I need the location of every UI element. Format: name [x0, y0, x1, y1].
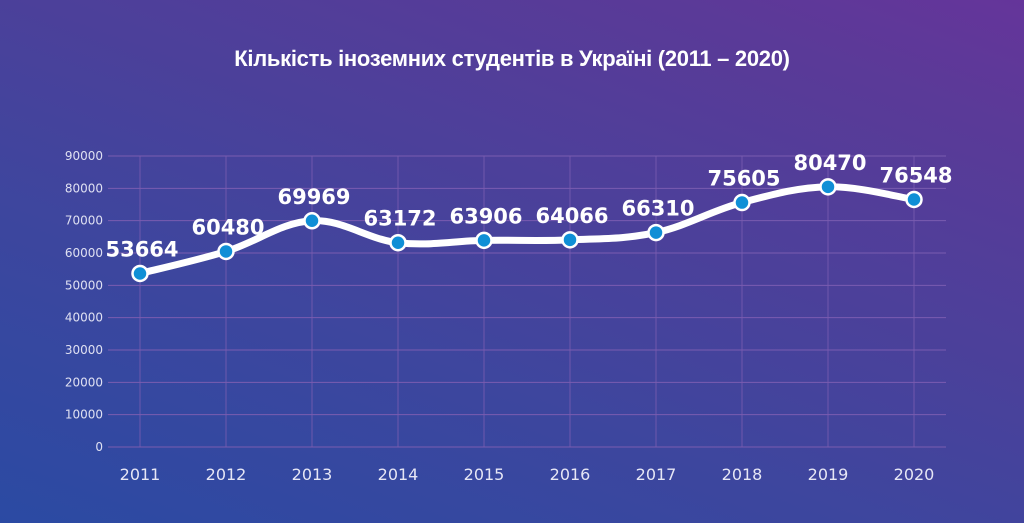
y-tick-label: 20000 [65, 375, 103, 389]
data-markers [131, 178, 923, 283]
x-tick-label: 2020 [894, 465, 935, 484]
y-tick-label: 10000 [65, 408, 103, 422]
x-tick-label: 2013 [292, 465, 333, 484]
data-value-label: 64066 [535, 204, 608, 228]
x-tick-label: 2019 [808, 465, 849, 484]
value-labels: 53664 60480 69969 63172 63906 64066 66310 75605… [105, 151, 952, 262]
x-tick-label: 2016 [550, 465, 591, 484]
data-point-marker [647, 223, 665, 242]
data-value-label: 63172 [363, 207, 436, 231]
x-tick-label: 2017 [636, 465, 677, 484]
data-value-label: 60480 [191, 215, 264, 239]
data-point-marker [561, 231, 579, 249]
data-value-label: 63906 [449, 204, 522, 228]
data-value-label: 76548 [879, 163, 952, 187]
x-axis: 2011 2012 2013 2014 2015 2016 2017 2018 2019 2020 [120, 465, 935, 484]
x-tick-label: 2014 [378, 465, 419, 484]
y-tick-label: 70000 [65, 214, 103, 228]
data-point-marker [131, 264, 149, 283]
y-tick-label: 0 [95, 440, 103, 454]
y-axis: 0 10000 20000 30000 40000 50000 60000 70000 8000… [65, 149, 103, 454]
data-point-marker [905, 190, 923, 209]
y-tick-label: 60000 [65, 246, 103, 260]
data-value-label: 75605 [707, 167, 780, 191]
data-point-marker [475, 231, 493, 250]
data-line [136, 183, 918, 277]
y-tick-label: 50000 [65, 278, 103, 292]
y-tick-label: 30000 [65, 343, 103, 357]
data-point-marker [389, 233, 407, 252]
data-point-marker [217, 242, 235, 261]
y-tick-label: 80000 [65, 181, 103, 195]
data-value-label: 53664 [105, 237, 178, 261]
data-value-label: 80470 [793, 151, 866, 175]
data-value-label: 69969 [277, 185, 350, 209]
y-tick-label: 40000 [65, 311, 103, 325]
data-point-marker [303, 212, 321, 230]
y-tick-label: 90000 [65, 149, 103, 163]
chart-title: Кількість іноземних студентів в Україні … [234, 46, 790, 71]
x-tick-label: 2011 [120, 465, 161, 484]
data-point-marker [733, 193, 751, 212]
data-point-marker [819, 178, 837, 196]
gridlines [108, 155, 946, 448]
x-tick-label: 2018 [722, 465, 763, 484]
data-value-label: 66310 [621, 197, 694, 221]
x-tick-label: 2015 [464, 465, 505, 484]
x-tick-label: 2012 [206, 465, 247, 484]
